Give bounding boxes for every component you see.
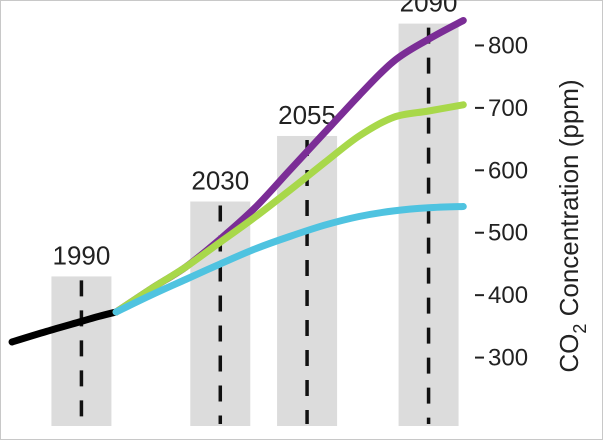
y-axis-title-suffix: Concentration (ppm)	[554, 79, 584, 323]
year-label-2055: 2055	[278, 100, 336, 130]
y-tick-label-800: 800	[488, 32, 528, 59]
series-lines	[8, 17, 467, 346]
series-line-2	[112, 101, 467, 316]
y-tick-label-500: 500	[488, 220, 528, 247]
y-axis-title-prefix: CO	[554, 334, 584, 373]
y-tick-label-400: 400	[488, 282, 528, 309]
y-tick-label-600: 600	[488, 157, 528, 184]
y-axis-title: CO2 Concentration (ppm)	[554, 79, 590, 372]
y-tick-label-300: 300	[488, 345, 528, 372]
series-line-3	[112, 203, 467, 316]
series-line-0	[8, 308, 120, 346]
year-label-2030: 2030	[191, 166, 249, 196]
y-axis-title-subscript: 2	[570, 324, 590, 334]
year-label-2090: 2090	[400, 0, 458, 18]
y-axis: 300 400 500 600 700 800	[475, 32, 528, 372]
year-label-1990: 1990	[53, 240, 111, 270]
y-tick-label-700: 700	[488, 95, 528, 122]
